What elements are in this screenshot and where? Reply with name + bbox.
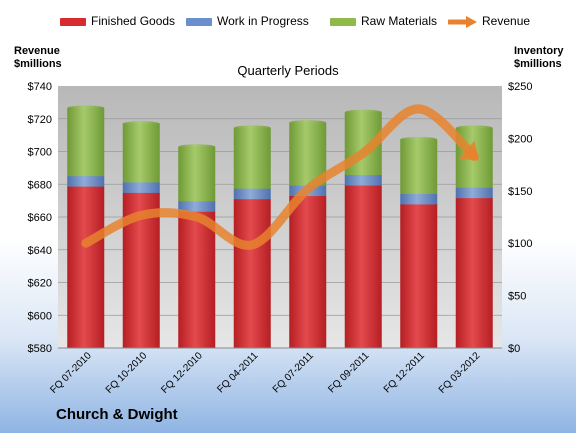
left-tick-label: $640 xyxy=(28,245,52,257)
bar-raw-materials-cap xyxy=(400,136,438,142)
right-tick-label: $200 xyxy=(508,133,532,145)
revenue-line xyxy=(81,104,479,250)
bar-work-in-progress xyxy=(455,187,493,199)
legend-label-revenue: Revenue xyxy=(482,14,531,28)
category-label: FQ 07-2011 xyxy=(271,350,316,395)
bar-raw-materials-cap xyxy=(289,120,327,126)
left-tick-label: $740 xyxy=(28,81,52,93)
right-tick-label: $250 xyxy=(508,81,532,93)
legend-label-wip: Work in Progress xyxy=(217,14,309,28)
legend-item-wip: Work in Progress xyxy=(186,14,309,28)
bar-raw-materials-cap xyxy=(67,105,105,111)
bar-raw-materials xyxy=(178,146,216,202)
right-tick-label: $100 xyxy=(508,238,532,250)
left-axis-title-line1: Revenue xyxy=(14,45,60,57)
right-tick-label: $150 xyxy=(508,186,532,198)
right-axis-title: Inventory $millions xyxy=(514,45,564,71)
category-label: FQ 07-2010 xyxy=(48,350,94,396)
category-label: FQ 12-2011 xyxy=(382,350,427,395)
left-tick-label: $580 xyxy=(28,343,52,355)
category-label: FQ 04-2011 xyxy=(215,350,260,395)
legend: Finished Goods Work in Progress Raw Mate… xyxy=(0,14,576,32)
legend-arrow-revenue xyxy=(446,15,477,28)
left-tick-label: $660 xyxy=(28,212,52,224)
bar-raw-materials xyxy=(122,123,160,183)
bar-raw-materials-cap xyxy=(455,125,493,131)
left-tick-label: $700 xyxy=(28,147,52,159)
right-axis-title-line2: $millions xyxy=(514,58,562,70)
bar-raw-materials-cap xyxy=(178,144,216,150)
bar-finished-goods xyxy=(344,185,382,348)
bar-finished-goods xyxy=(289,196,327,348)
legend-item-revenue: Revenue xyxy=(446,14,531,28)
legend-swatch-wip xyxy=(186,17,212,26)
legend-swatch-finished-goods xyxy=(60,17,86,26)
revenue-arrowhead xyxy=(458,140,479,161)
category-label: FQ 09-2011 xyxy=(326,350,371,395)
bar-work-in-progress xyxy=(400,193,438,205)
left-tick-label: $720 xyxy=(28,114,52,126)
bar-raw-materials-cap xyxy=(233,125,271,131)
legend-label-raw: Raw Materials xyxy=(361,14,438,28)
right-tick-label: $0 xyxy=(508,343,520,355)
bar-finished-goods xyxy=(400,204,438,348)
category-label: FQ 10-2010 xyxy=(104,350,150,396)
bar-raw-materials xyxy=(67,108,105,177)
category-label: FQ 12-2010 xyxy=(159,350,205,396)
chart-title: Quarterly Periods xyxy=(237,63,339,78)
bar-finished-goods xyxy=(178,211,216,348)
bar-work-in-progress xyxy=(122,182,160,193)
legend-swatch-raw xyxy=(330,17,356,26)
bar-finished-goods xyxy=(67,186,105,348)
bar-work-in-progress xyxy=(67,176,105,187)
left-tick-label: $600 xyxy=(28,310,52,322)
bar-raw-materials-cap xyxy=(122,121,160,127)
left-tick-label: $620 xyxy=(28,278,52,290)
bar-raw-materials-cap xyxy=(344,109,382,115)
bar-work-in-progress xyxy=(178,201,216,212)
left-tick-label: $680 xyxy=(28,179,52,191)
bar-work-in-progress xyxy=(344,175,382,186)
bar-raw-materials xyxy=(233,127,271,189)
legend-item-finished-goods: Finished Goods xyxy=(60,14,175,28)
left-axis-title: Revenue $millions xyxy=(14,45,62,71)
right-axis-title-line1: Inventory xyxy=(514,45,564,57)
left-axis-title-line2: $millions xyxy=(14,58,62,70)
bar-finished-goods xyxy=(233,199,271,348)
bar-finished-goods xyxy=(455,198,493,348)
company-name: Church & Dwight xyxy=(56,406,178,423)
category-label: FQ 03-2012 xyxy=(437,350,483,396)
right-tick-label: $50 xyxy=(508,291,526,303)
legend-item-raw: Raw Materials xyxy=(330,14,437,28)
bar-raw-materials xyxy=(400,139,438,194)
legend-label-finished-goods: Finished Goods xyxy=(91,14,176,28)
bar-work-in-progress xyxy=(233,188,271,200)
